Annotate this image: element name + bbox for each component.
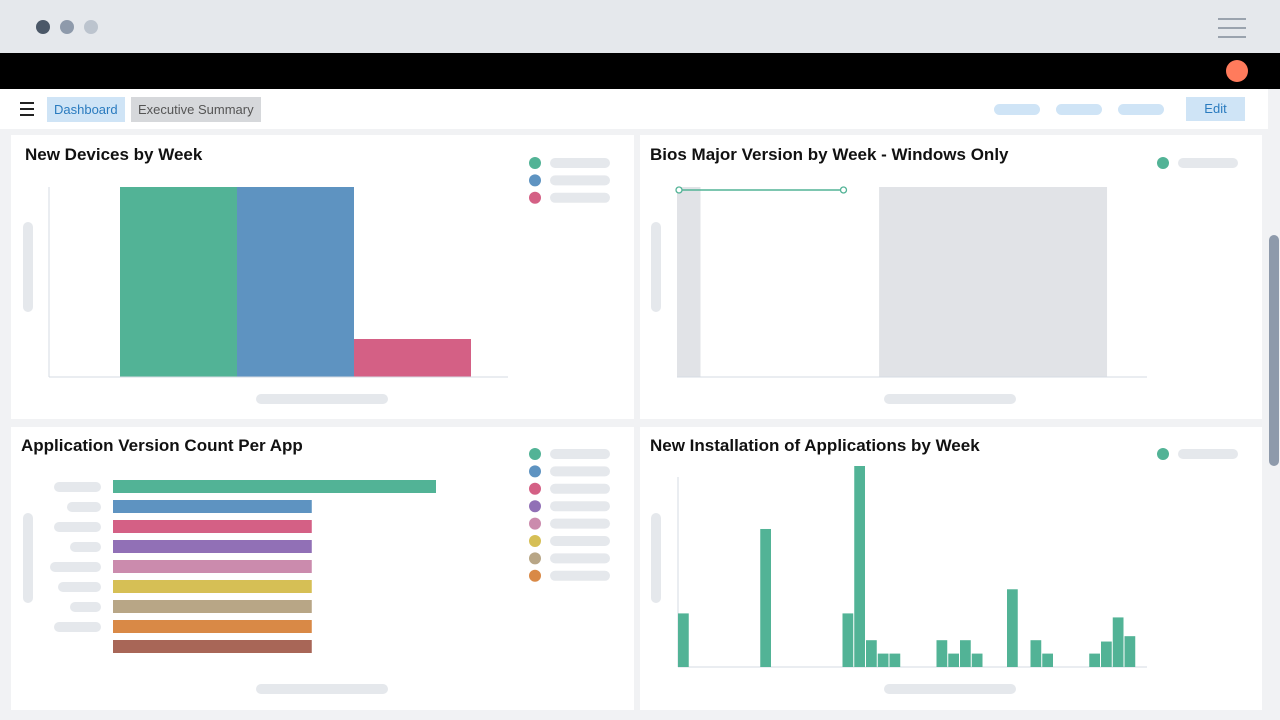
category-label-placeholder: [54, 522, 101, 532]
bar: [1112, 617, 1124, 667]
bar: [113, 640, 312, 653]
legend-label-placeholder: [550, 518, 610, 529]
data-point: [839, 186, 848, 194]
x-axis-label-placeholder: [884, 684, 1016, 694]
bar: [1089, 653, 1100, 667]
y-axis-label-placeholder: [651, 222, 661, 312]
panel-title: New Devices by Week: [25, 145, 203, 164]
x-axis-label-placeholder: [884, 394, 1016, 404]
bar: [120, 187, 237, 377]
bar: [113, 580, 312, 593]
bar: [678, 613, 689, 667]
panel-title: Bios Major Version by Week - Windows Onl…: [650, 145, 1009, 164]
legend-marker: [529, 500, 541, 513]
bar: [113, 520, 312, 533]
bar: [113, 540, 312, 553]
bar: [960, 640, 971, 667]
legend-marker: [529, 535, 541, 547]
data-point: [675, 186, 683, 194]
bar: [842, 613, 854, 667]
bar: [1042, 653, 1053, 667]
legend-label-placeholder: [1178, 449, 1238, 459]
legend-marker: [529, 448, 541, 460]
scrollbar-thumb[interactable]: [1269, 235, 1279, 466]
legend-label-placeholder: [550, 536, 610, 546]
panel-title: Application Version Count Per App: [21, 436, 303, 455]
legend-marker: [529, 157, 541, 169]
top-app-bar: [0, 53, 1280, 89]
category-label-placeholder: [70, 542, 101, 552]
legend-label-placeholder: [550, 175, 610, 186]
x-axis-label-placeholder: [256, 394, 388, 404]
legend-marker: [529, 174, 541, 187]
bar: [866, 640, 877, 667]
browser-menu-icon[interactable]: [1218, 18, 1246, 45]
legend-marker: [1157, 448, 1169, 460]
shaded-band: [879, 187, 1108, 377]
bar: [936, 640, 948, 667]
edit-button[interactable]: Edit: [1186, 97, 1245, 121]
bar: [1007, 589, 1018, 667]
bar: [1124, 636, 1136, 667]
category-label-placeholder: [67, 502, 101, 512]
bar: [113, 560, 312, 573]
legend-marker: [529, 517, 541, 530]
category-label-placeholder: [50, 562, 101, 572]
legend-label-placeholder: [550, 466, 610, 477]
legend-marker: [529, 482, 541, 495]
user-avatar[interactable]: [1226, 60, 1248, 82]
legend-label-placeholder: [550, 158, 610, 168]
bar: [1101, 641, 1112, 667]
legend-label-placeholder: [550, 570, 610, 581]
y-axis-label-placeholder: [23, 513, 33, 603]
legend-marker: [529, 552, 541, 565]
nav-placeholder-link[interactable]: [994, 104, 1040, 115]
legend-label-placeholder: [550, 483, 610, 494]
legend-label-placeholder: [550, 553, 610, 564]
window-maximize-button[interactable]: [84, 20, 98, 34]
bar: [854, 466, 865, 667]
legend-marker: [529, 569, 541, 582]
window-close-button[interactable]: [36, 20, 50, 34]
hamburger-menu-icon[interactable]: [20, 102, 34, 120]
window-titlebar: [0, 0, 1280, 53]
bar: [971, 653, 983, 667]
bar: [237, 187, 354, 377]
legend-marker: [529, 191, 541, 204]
legend-label-placeholder: [550, 501, 610, 512]
nav-placeholder-link[interactable]: [1118, 104, 1164, 115]
legend-label-placeholder: [550, 192, 610, 203]
category-label-placeholder: [54, 622, 101, 632]
bar: [113, 620, 312, 633]
tab-executive-summary[interactable]: Executive Summary: [131, 97, 261, 122]
legend-label-placeholder: [1178, 158, 1238, 168]
category-label-placeholder: [58, 582, 101, 592]
category-label-placeholder: [54, 482, 101, 492]
legend-marker: [529, 465, 541, 478]
bar: [354, 339, 471, 377]
bar: [877, 653, 889, 667]
category-label-placeholder: [70, 602, 101, 612]
bar: [889, 653, 901, 667]
bar: [1030, 640, 1042, 667]
legend-marker: [1157, 157, 1169, 169]
panel-title: New Installation of Applications by Week: [650, 436, 980, 455]
shaded-band: [677, 187, 701, 377]
bar: [948, 653, 959, 667]
window-minimize-button[interactable]: [60, 20, 74, 34]
bar: [113, 480, 436, 493]
y-axis-label-placeholder: [23, 222, 33, 312]
y-axis-label-placeholder: [651, 513, 661, 603]
bar: [760, 528, 771, 667]
tab-dashboard[interactable]: Dashboard: [47, 97, 125, 122]
x-axis-label-placeholder: [256, 684, 388, 694]
nav-placeholder-link[interactable]: [1056, 104, 1102, 115]
bar: [113, 500, 312, 513]
bar: [113, 600, 312, 613]
legend-label-placeholder: [550, 449, 610, 459]
